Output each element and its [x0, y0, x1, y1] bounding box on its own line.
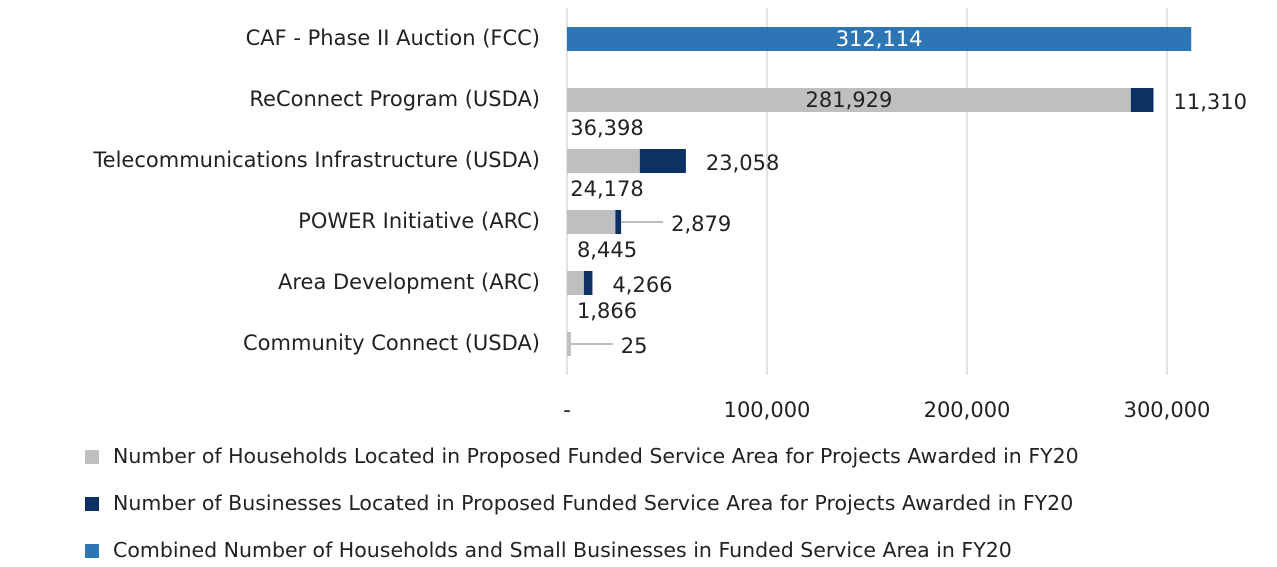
bar-segment: [567, 27, 1192, 51]
bar-segment: [567, 210, 616, 234]
bar-segment: [567, 88, 1131, 112]
value-label: 8,445: [577, 238, 637, 262]
value-label: 36,398: [570, 116, 643, 140]
value-label: 4,266: [612, 273, 672, 297]
bar-segment: [615, 210, 622, 234]
category-label: Telecommunications Infrastructure (USDA): [92, 148, 540, 172]
value-label: 1,866: [577, 299, 637, 323]
bar-segment: [567, 271, 584, 295]
category-label: Community Connect (USDA): [243, 331, 540, 355]
value-label: 11,310: [1173, 90, 1246, 114]
bar-segment: [639, 149, 686, 173]
bar-segment: [583, 271, 593, 295]
value-label: 312,114: [836, 27, 923, 51]
legend-label: Combined Number of Households and Small …: [113, 538, 1012, 562]
value-label: 281,929: [806, 88, 893, 112]
value-label: 25: [621, 334, 648, 358]
value-label: 23,058: [706, 151, 779, 175]
value-label: 24,178: [570, 177, 643, 201]
x-tick-label: 300,000: [1124, 398, 1211, 422]
legend-label: Number of Households Located in Proposed…: [113, 444, 1079, 468]
bar-segment: [567, 149, 640, 173]
x-tick-label: 100,000: [724, 398, 811, 422]
legend-swatch: [85, 450, 99, 464]
x-tick-label: 200,000: [924, 398, 1011, 422]
bar-segment: [567, 332, 571, 356]
legend-swatch: [85, 544, 99, 558]
category-label: Area Development (ARC): [278, 270, 540, 294]
x-tick-label: -: [563, 398, 571, 422]
legend-swatch: [85, 497, 99, 511]
category-label: POWER Initiative (ARC): [298, 209, 540, 233]
category-label: CAF - Phase II Auction (FCC): [246, 26, 540, 50]
value-label: 2,879: [671, 212, 731, 236]
legend-label: Number of Businesses Located in Proposed…: [113, 491, 1073, 515]
bar-segment: [1130, 88, 1154, 112]
category-label: ReConnect Program (USDA): [249, 87, 540, 111]
